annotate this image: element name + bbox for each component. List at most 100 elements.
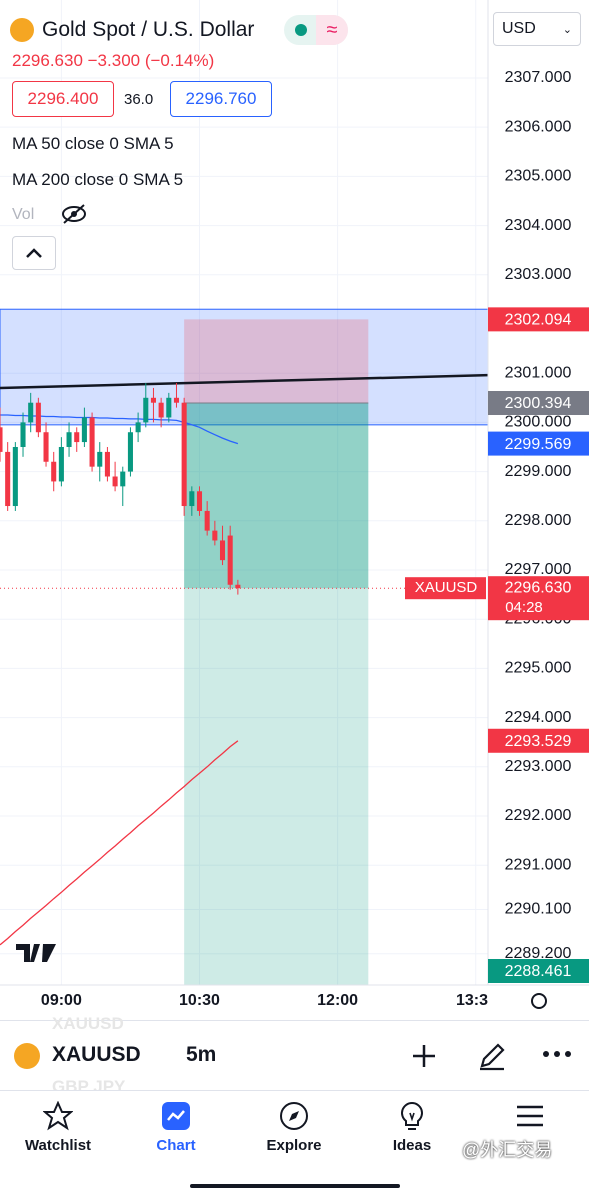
- chart-icon[interactable]: [161, 1101, 191, 1131]
- candle-body: [28, 402, 34, 423]
- ma200-badge: [488, 728, 589, 753]
- y-tick-label: 2291.000: [505, 856, 572, 873]
- candle-body: [81, 417, 87, 443]
- bid: 2296.400: [27, 89, 99, 108]
- status-pill[interactable]: ≈: [284, 15, 348, 45]
- watchlist-icon[interactable]: [43, 1101, 73, 1131]
- candle-body: [235, 584, 241, 589]
- candle-body: [204, 510, 210, 531]
- trend-line: [0, 373, 488, 390]
- collapse-button[interactable]: [12, 236, 56, 270]
- candle-body: [212, 530, 218, 541]
- explore-icon[interactable]: [279, 1101, 309, 1131]
- plot-area: [0, 0, 488, 985]
- stop-badge: [488, 307, 589, 332]
- y-tick-label: 2298.000: [505, 512, 572, 529]
- candle-body: [58, 446, 64, 482]
- candle-body: [0, 427, 3, 452]
- candle-body: [51, 461, 57, 482]
- price-axis-bg: [488, 0, 589, 985]
- candle-body: [97, 451, 103, 467]
- y-tick-label: 2305.000: [505, 168, 572, 185]
- y-tick-label: 2294.000: [505, 709, 572, 726]
- candle-body: [112, 476, 118, 487]
- candle-body: [135, 422, 141, 433]
- y-tick-label: 2295.000: [505, 660, 572, 677]
- draw-button[interactable]: [476, 1040, 508, 1072]
- candle-body: [35, 402, 41, 433]
- candle-body: [166, 397, 172, 418]
- candle-body: [120, 471, 126, 487]
- target-badge-label: 2288.461: [505, 963, 572, 980]
- target-area: [184, 403, 369, 985]
- symbol-title: Gold Spot / U.S. Dollar: [42, 18, 255, 41]
- ma50-badge: [488, 431, 589, 456]
- y-tick-label: 2307.000: [505, 69, 572, 86]
- more-button[interactable]: [542, 1048, 572, 1060]
- candle-body: [5, 451, 11, 507]
- candle-body: [104, 451, 110, 477]
- y-tick-label: 2301.000: [505, 364, 572, 381]
- ma200-line: [0, 740, 239, 946]
- y-tick-label: 2290.100: [505, 901, 572, 918]
- nav-label[interactable]: Ideas: [392, 1137, 432, 1154]
- candle-body: [181, 402, 187, 507]
- candle-body: [74, 432, 80, 443]
- y-tick-label: 2303.000: [505, 266, 572, 283]
- currency: USD: [502, 20, 536, 37]
- candle-body: [189, 491, 195, 507]
- eye-off-icon[interactable]: [60, 202, 88, 226]
- menu-icon[interactable]: [515, 1104, 545, 1128]
- y-tick-label: 2300.000: [505, 414, 572, 431]
- add-button[interactable]: [410, 1042, 438, 1070]
- indicator[interactable]: MA 50 close 0 SMA 5: [12, 134, 174, 153]
- chart: 2307.000 2306.000 2305.000 2304.000 2303.000…: [0, 0, 589, 1009]
- toolbar-symbol[interactable]: XAUUSD: [52, 1043, 141, 1066]
- stop-area: [184, 319, 369, 404]
- x-tick-label: 09:00: [41, 992, 82, 1009]
- realized-area: [184, 403, 369, 589]
- candle-body: [173, 397, 180, 403]
- x-tick-label: 10:30: [179, 992, 220, 1009]
- settings-icon: [531, 993, 547, 1009]
- ideas-icon[interactable]: [397, 1101, 427, 1133]
- y-tick-label: 2292.000: [505, 807, 572, 824]
- ma200-badge-label: 2293.529: [505, 733, 572, 750]
- countdown: 04:28: [505, 599, 543, 616]
- nav-label[interactable]: Watchlist: [24, 1137, 92, 1154]
- stop-badge-label: 2302.094: [505, 312, 572, 329]
- candle-body: [12, 446, 18, 507]
- axes: 2307.000 2306.000 2305.000 2304.000 2303.000…: [0, 0, 589, 1009]
- home-indicator: [190, 1184, 400, 1188]
- candle-body: [219, 540, 226, 561]
- last-price-label: 2296.630: [505, 579, 572, 596]
- candle-body: [89, 417, 95, 467]
- target-badge: [488, 959, 589, 983]
- y-tick-label: 2293.000: [505, 758, 572, 775]
- ask: 2296.760: [185, 89, 257, 108]
- tv-logo: [16, 944, 56, 962]
- y-tick-label: 2304.000: [505, 217, 572, 234]
- y-tick-label: 2289.200: [505, 945, 572, 962]
- indicator[interactable]: Vol: [12, 206, 35, 223]
- price-zone: [0, 308, 488, 426]
- nav-label[interactable]: Explore: [266, 1137, 322, 1154]
- watermark: @外汇交易: [462, 1140, 553, 1160]
- symbol-logo: [10, 18, 34, 42]
- candle-body: [20, 422, 26, 447]
- spread: 36.0: [124, 91, 154, 108]
- ma50-badge-label: 2299.569: [505, 436, 572, 453]
- candle-body: [150, 397, 156, 403]
- indicator[interactable]: MA 200 close 0 SMA 5: [12, 170, 184, 189]
- bid-button[interactable]: 2296.400: [12, 81, 114, 117]
- candle-body: [158, 402, 164, 418]
- toolbar-interval[interactable]: 5m: [186, 1043, 217, 1066]
- currency-select[interactable]: USD ⌄: [493, 12, 581, 46]
- y-tick-label: 2299.000: [505, 463, 572, 480]
- entry-badge-label: 2300.394: [505, 395, 572, 412]
- last-price-badge: [488, 576, 589, 621]
- symbol-badge: [405, 577, 486, 600]
- ask-button[interactable]: 2296.760: [170, 81, 272, 117]
- nav-label[interactable]: Chart: [156, 1137, 196, 1154]
